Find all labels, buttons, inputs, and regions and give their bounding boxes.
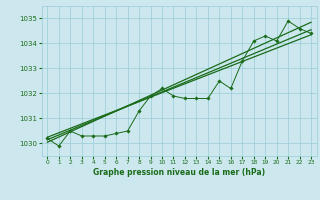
X-axis label: Graphe pression niveau de la mer (hPa): Graphe pression niveau de la mer (hPa) (93, 168, 265, 177)
